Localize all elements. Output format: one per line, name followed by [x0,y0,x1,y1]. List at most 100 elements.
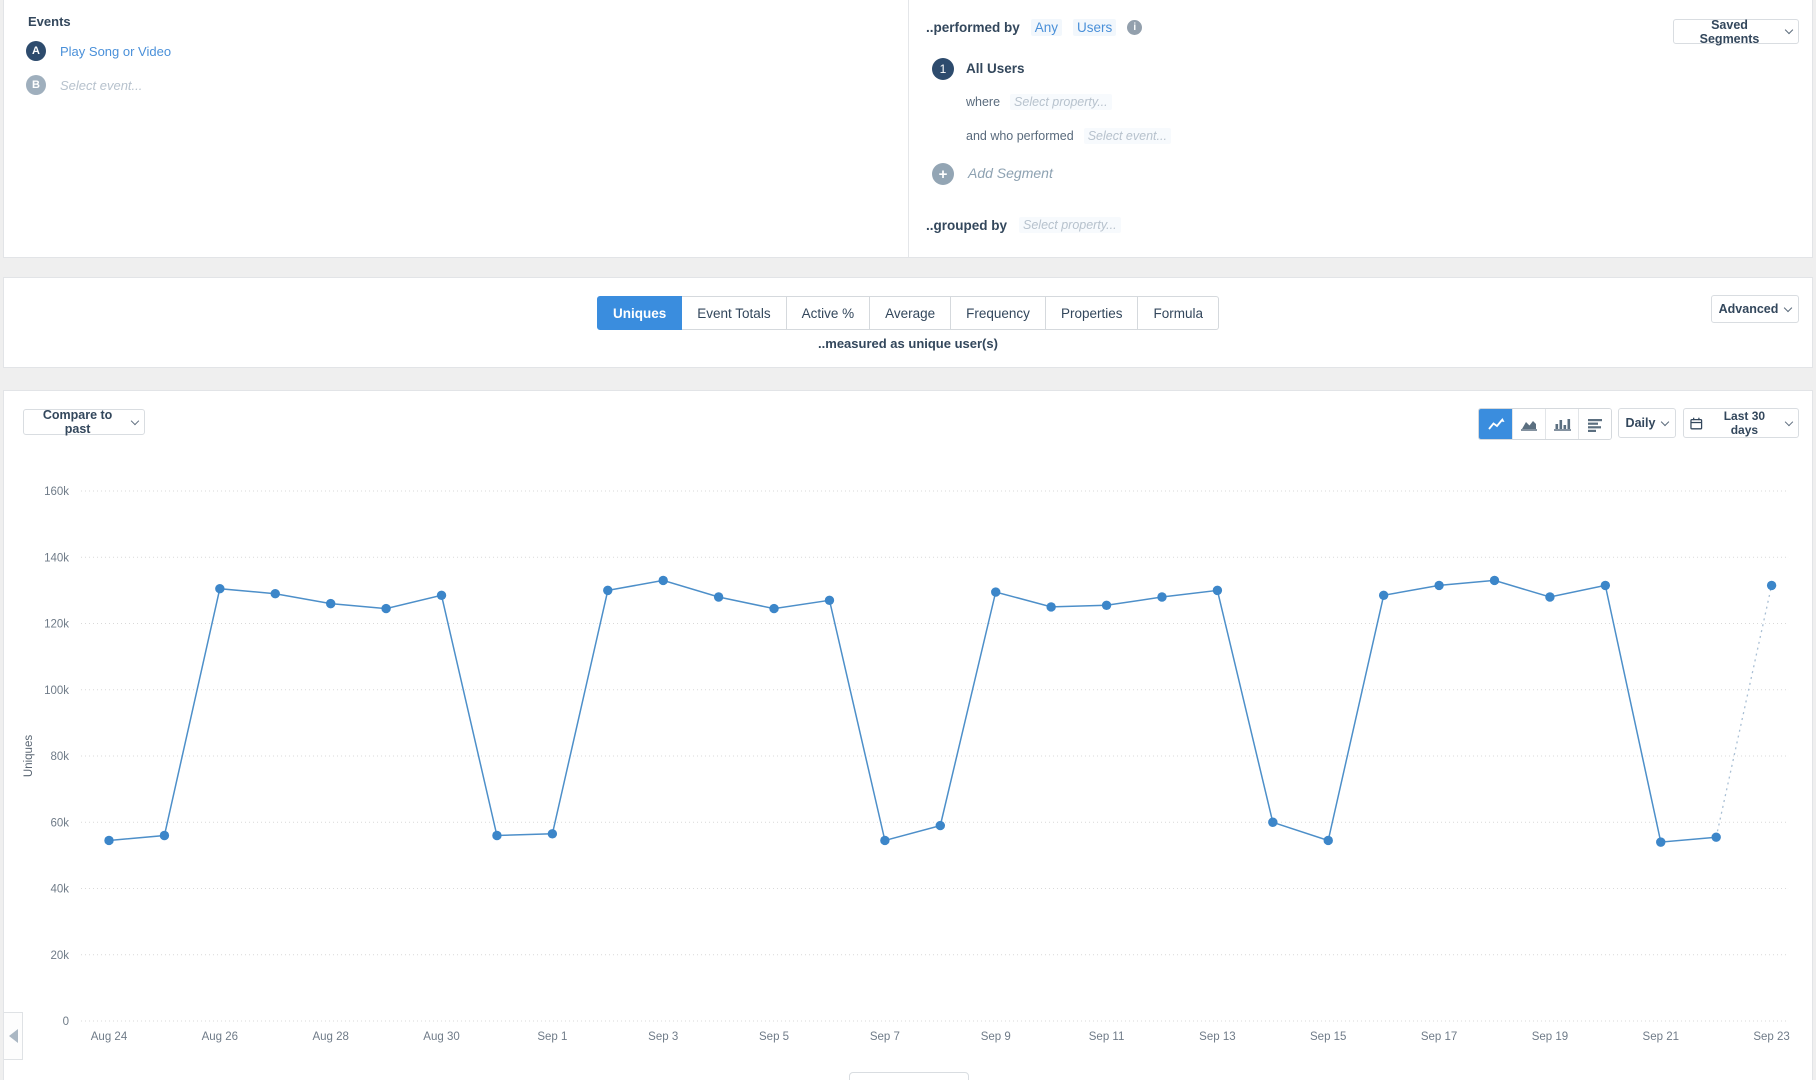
data-point[interactable] [1046,602,1056,612]
data-point[interactable] [1101,600,1112,610]
add-segment-label[interactable]: Add Segment [968,165,1053,181]
segment-name-row[interactable]: All Users [966,61,1025,76]
data-point[interactable] [215,584,225,594]
data-point[interactable] [1212,585,1223,596]
event-label-a[interactable]: Play Song or Video [60,43,172,59]
where-property-input[interactable]: Select property... [1010,94,1112,110]
tab-average[interactable]: Average [870,296,952,330]
line-chart-icon [1487,417,1504,430]
y-tick-label: 60k [50,817,69,829]
advanced-button[interactable]: Advanced [1711,295,1799,323]
row-chart-icon [1588,418,1602,432]
x-tick-label: Sep 1 [537,1031,567,1043]
date-range-dropdown[interactable]: Last 30 days [1683,408,1799,438]
users-link[interactable]: Users [1073,19,1117,36]
data-point[interactable] [1766,580,1777,591]
events-title: Events [28,14,71,29]
tab-frequency[interactable]: Frequency [951,296,1046,330]
data-point[interactable] [991,587,1001,597]
x-tick-label: Aug 28 [312,1031,348,1043]
measure-tabs: Uniques Event Totals Active % Average Freque… [597,296,1219,330]
legend-box-cutoff[interactable] [849,1072,969,1080]
data-point[interactable] [935,820,945,831]
event-select-placeholder[interactable]: Select event... [60,77,143,93]
data-point[interactable] [1545,592,1555,602]
and-who-performed-row: and who performed Select event... [966,128,1171,144]
column-chart-icon [1554,418,1571,431]
data-point[interactable] [1600,580,1611,591]
compare-to-past-label: Compare to past [42,408,113,436]
data-point[interactable] [880,835,890,846]
data-point[interactable] [325,598,336,609]
data-point[interactable] [1434,580,1444,591]
performed-by-row: ..performed by Any Users i [926,19,1143,36]
x-tick-label: Sep 3 [648,1031,678,1043]
data-point[interactable] [381,603,391,614]
data-point[interactable] [824,595,835,606]
data-point[interactable] [713,592,724,602]
data-point[interactable] [492,830,502,841]
chevron-down-icon [1784,303,1793,312]
info-icon[interactable]: i [1127,20,1143,35]
data-point[interactable] [1711,832,1721,842]
data-point[interactable] [769,603,779,614]
grouped-by-property-input[interactable]: Select property... [1019,217,1121,233]
data-point[interactable] [603,585,613,596]
tab-formula[interactable]: Formula [1138,296,1219,330]
x-tick-label: Sep 7 [870,1031,900,1043]
tab-event-totals[interactable]: Event Totals [682,296,787,330]
projected-segment [1715,585,1773,838]
performed-by-label: ..performed by [926,20,1020,35]
chart-scroll-left-button[interactable] [4,1012,23,1060]
segment-number-badge: 1 [932,58,954,80]
data-point[interactable] [1489,575,1500,586]
compare-to-past-button[interactable]: Compare to past [23,408,145,436]
chevron-down-icon [130,416,140,425]
line-chart-button[interactable] [1479,409,1512,439]
calendar-icon [1690,417,1703,429]
event-row-a[interactable]: A Play Song or Video [26,41,171,61]
tab-active-[interactable]: Active % [786,296,871,330]
y-tick-label: 80k [50,751,69,763]
advanced-label: Advanced [1718,302,1779,316]
area-chart-icon [1521,420,1537,431]
x-tick-label: Sep 17 [1421,1031,1457,1043]
saved-segments-button[interactable]: Saved Segments [1673,18,1799,46]
chevron-down-icon [1784,25,1794,35]
grouped-by-row: ..grouped by Select property... [926,217,1121,233]
panel-divider [908,0,909,257]
x-tick-label: Aug 30 [423,1031,459,1043]
data-point[interactable] [658,575,668,586]
x-tick-label: Sep 13 [1199,1031,1235,1043]
y-tick-label: 140k [44,552,69,564]
data-point[interactable] [1656,837,1666,847]
event-row-b[interactable]: B Select event... [26,75,142,95]
tab-properties[interactable]: Properties [1045,296,1139,330]
grouped-by-label: ..grouped by [926,217,1007,233]
any-link[interactable]: Any [1030,19,1063,36]
row-chart-button[interactable] [1578,409,1611,439]
data-point[interactable] [159,830,170,841]
interval-label: Daily [1625,416,1656,430]
data-point[interactable] [270,588,280,599]
data-point[interactable] [1268,817,1278,827]
data-point[interactable] [436,590,447,601]
area-chart-button[interactable] [1512,409,1545,439]
data-point[interactable] [1378,590,1389,601]
add-segment-icon[interactable]: + [932,163,954,185]
and-who-event-input[interactable]: Select event... [1083,128,1171,144]
column-chart-button[interactable] [1545,409,1578,439]
x-tick-label: Sep 9 [981,1031,1011,1043]
add-segment-row[interactable]: Add Segment [968,165,1053,181]
data-point[interactable] [1323,835,1333,846]
series-line [108,579,1717,843]
chart-panel: Compare to past [3,390,1813,1080]
segment-name[interactable]: All Users [966,61,1025,76]
data-point[interactable] [547,829,558,839]
data-point[interactable] [1157,592,1167,602]
data-point[interactable] [104,835,114,846]
tab-uniques[interactable]: Uniques [597,296,683,330]
uniques-line-chart[interactable]: 0 20k 40k 60k 80k 100k 120k 140k 160k Uniques Aug … [4,391,1812,1080]
interval-dropdown[interactable]: Daily [1618,408,1676,438]
